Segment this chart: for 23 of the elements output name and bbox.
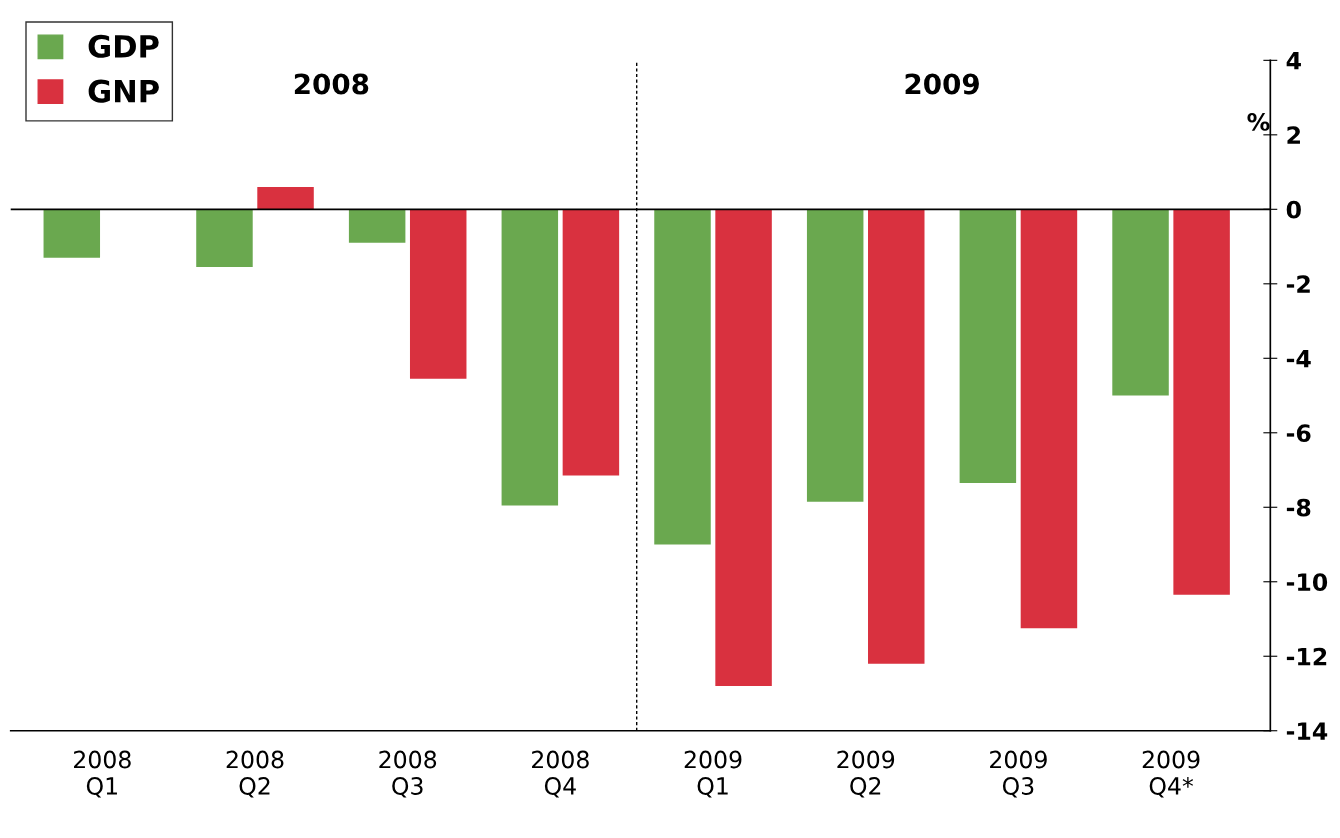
x-tick-label: 2008 Q4 (532, 750, 589, 798)
y-tick-label: 2 (1287, 126, 1300, 144)
y-tick-label: -6 (1286, 424, 1311, 443)
y-tick-label: -12 (1286, 647, 1327, 666)
x-tick-label: 2009 Q2 (837, 750, 895, 798)
x-tick-label: 2009 Q3 (990, 750, 1047, 798)
x-tick-label: 2009 Q4* (1142, 750, 1200, 798)
y-axis-title: % (1247, 113, 1270, 131)
y-tick-label: 0 (1286, 200, 1301, 219)
legend-label: GNP (88, 79, 159, 103)
annotation: 2009 (905, 73, 979, 95)
y-tick-label: -2 (1286, 275, 1310, 293)
x-tick-label: 2008 Q2 (226, 750, 284, 798)
y-tick-label: -10 (1286, 573, 1328, 592)
annotation: 2008 (294, 73, 369, 95)
y-tick-label: -14 (1286, 722, 1328, 740)
x-tick-label: 2008 Q3 (379, 750, 437, 798)
legend-label: GDP (88, 34, 159, 58)
y-tick-label: -4 (1286, 350, 1311, 368)
y-tick-label: -8 (1286, 498, 1311, 517)
x-tick-label: 2009 Q1 (684, 750, 742, 798)
y-tick-label: 4 (1286, 52, 1301, 70)
x-tick-label: 2008 Q1 (74, 750, 131, 798)
